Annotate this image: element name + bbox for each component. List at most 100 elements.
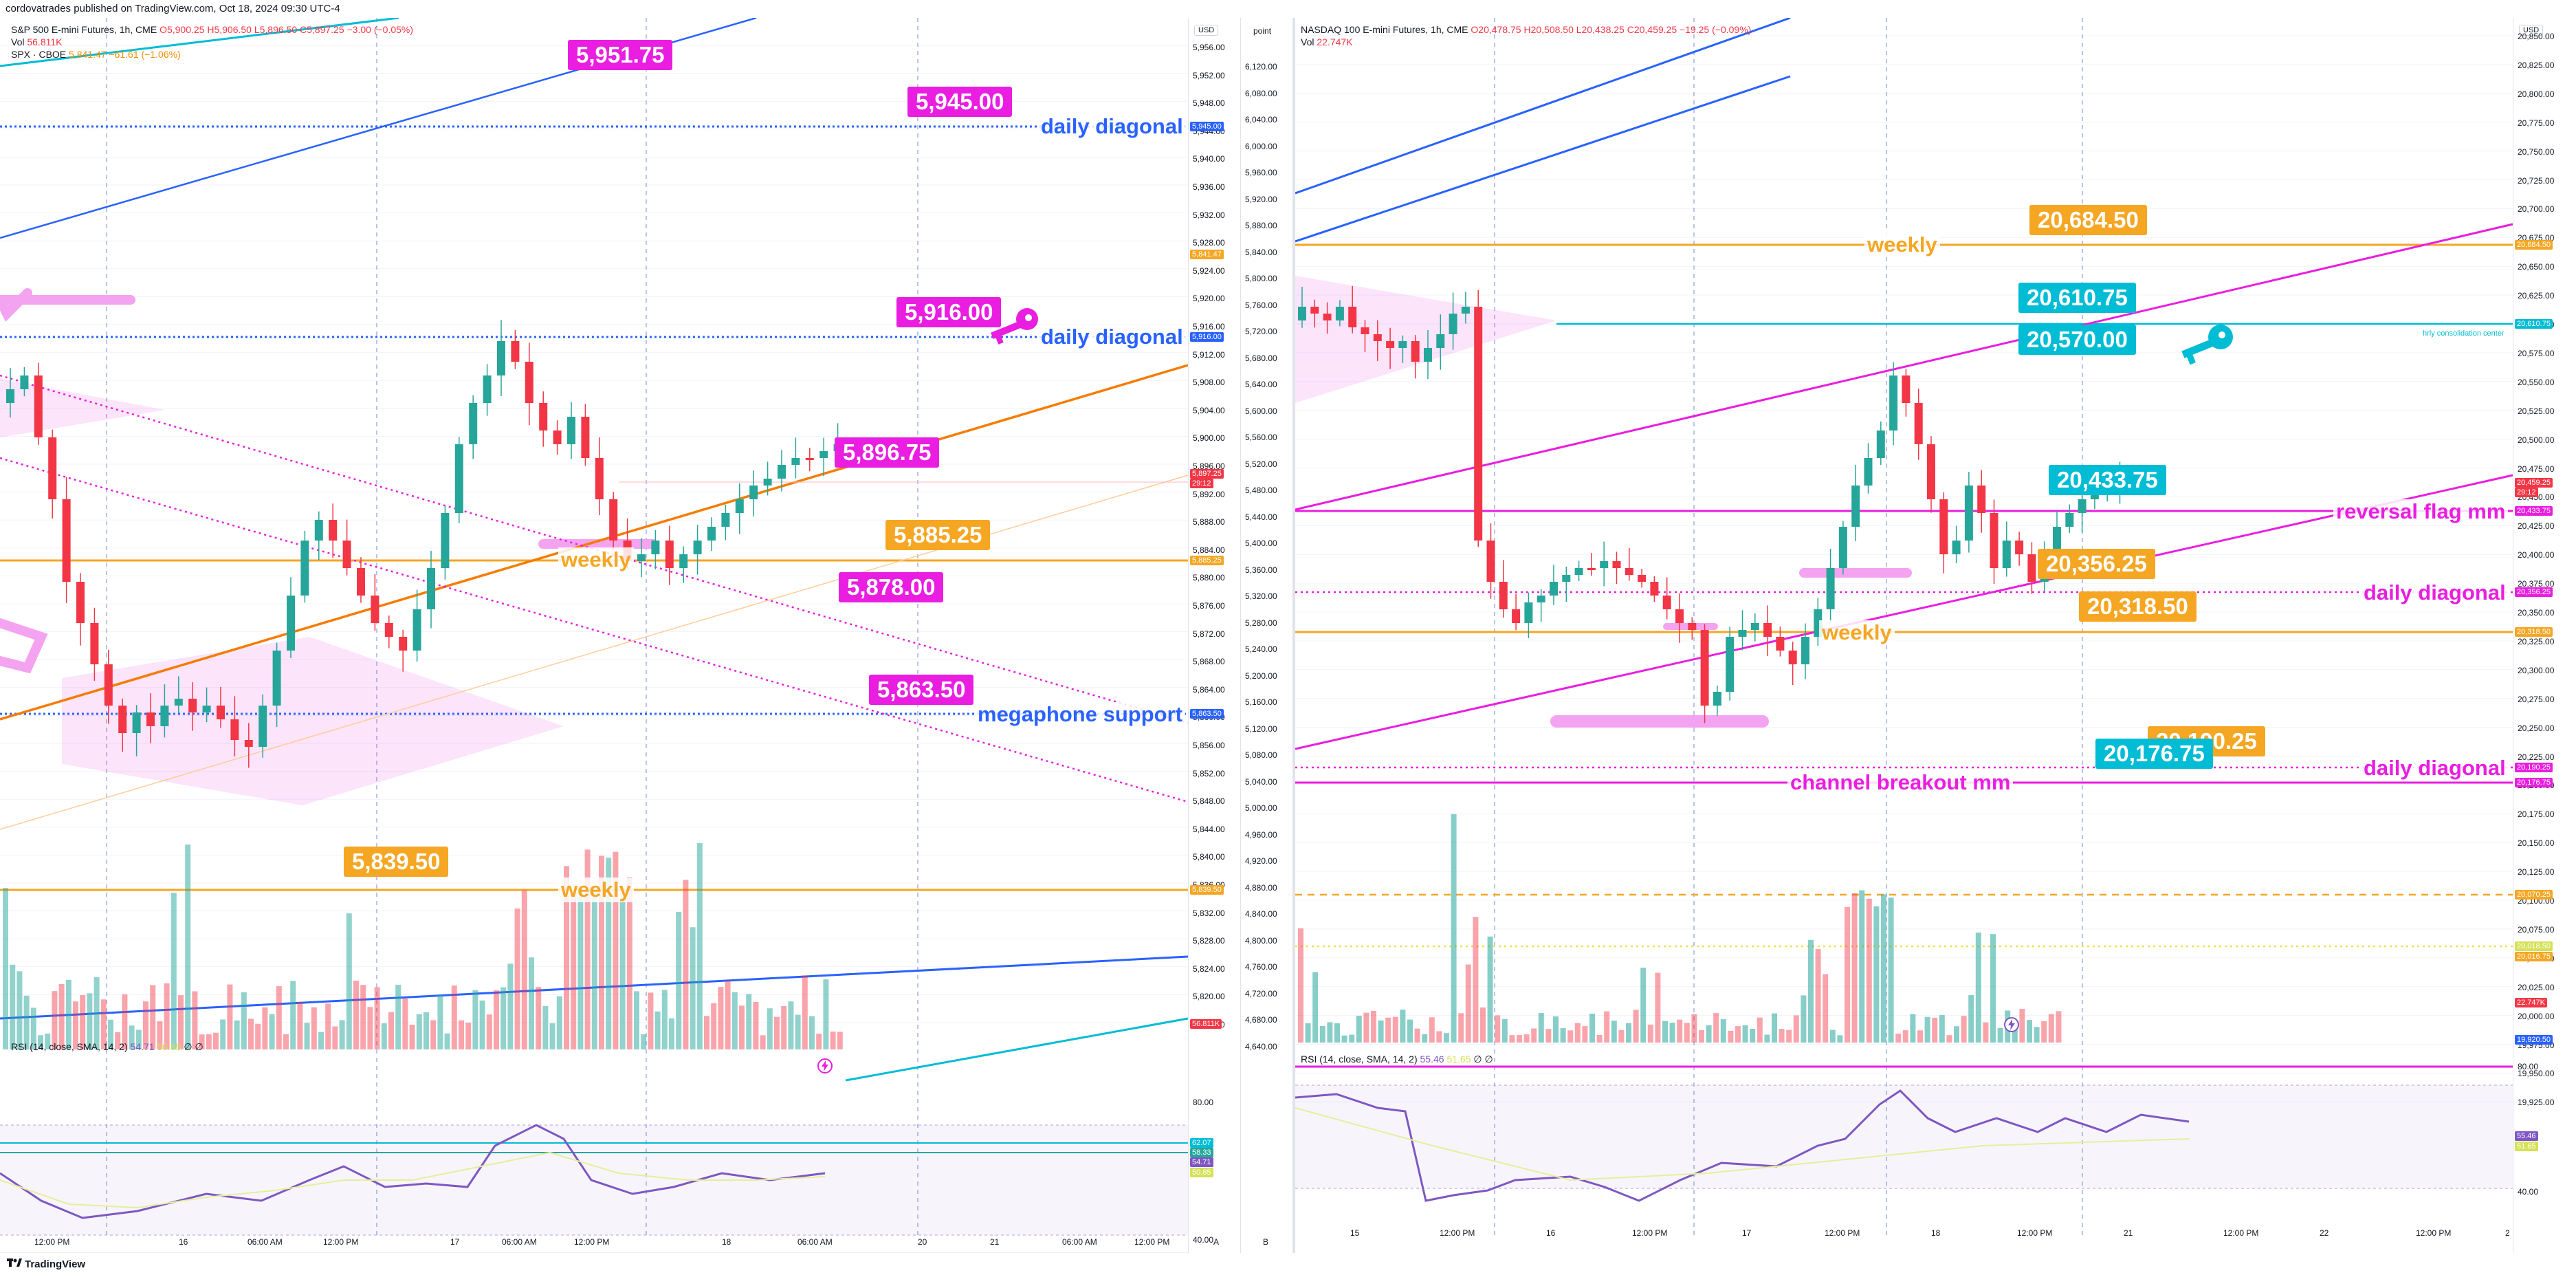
right-axis-price-tag: 20,356.25: [2515, 587, 2553, 597]
left-price-callout[interactable]: 5,878.00: [839, 572, 944, 602]
right-volume-bar: [1815, 949, 1821, 1043]
right-candle-body: [1864, 458, 1873, 486]
left-rsi-label[interactable]: RSI (14, close, SMA, 14, 2): [11, 1041, 128, 1052]
right-axis-price-tag: 20,070.25: [2515, 890, 2553, 900]
left-volume-bar: [16, 971, 23, 1049]
left-candle-body: [707, 527, 716, 541]
left-price-axis[interactable]: USD 5,956.005,952.005,948.005,944.005,94…: [1188, 18, 1241, 1253]
left-time-tick: 06:00 AM: [1062, 1237, 1097, 1247]
right-price-axis[interactable]: USD 20,850.00 20,825.00 20,800.00 20,775.00…: [2513, 18, 2576, 1253]
left-candle-body: [272, 651, 281, 706]
left-volume-bar: [746, 994, 752, 1049]
left-volume-bar: [465, 1023, 472, 1049]
right-candle-body: [1499, 582, 1508, 609]
left-axis-button-a[interactable]: A: [1213, 1237, 1220, 1247]
right-candle-body: [2065, 513, 2074, 527]
tradingview-brand[interactable]: TradingView: [25, 1258, 86, 1270]
left-candle-body: [384, 623, 393, 637]
right-volume-bar: [2019, 1009, 2025, 1043]
left-price-callout[interactable]: 5,896.75: [835, 437, 940, 468]
left-candle-body: [104, 664, 113, 706]
left-volume-bar: [185, 844, 191, 1049]
left-price-callout[interactable]: 5,885.25: [885, 520, 991, 550]
right-price-tick: 20,425.00: [2518, 521, 2555, 532]
right-rsi-label[interactable]: RSI (14, close, SMA, 14, 2): [1301, 1054, 1418, 1065]
left-time-tick: 06:00 AM: [797, 1237, 833, 1247]
left-time-tick: 12:00 PM: [34, 1237, 70, 1247]
left-volume-bar: [65, 979, 71, 1049]
right-price-tick: 20,350.00: [2518, 608, 2555, 618]
right-volume-bar: [1589, 1014, 1595, 1043]
right-time-tick: 12:00 PM: [1440, 1228, 1475, 1238]
right-axis-price-tag: 20,433.75: [2515, 506, 2553, 516]
right-volume-bar: [1545, 1029, 1552, 1043]
right-candle-body: [1424, 348, 1432, 362]
left-chart-pane[interactable]: S&P 500 E-mini Futures, 1h, CME O5,900.2…: [0, 18, 1292, 1253]
left-candle-body: [427, 568, 435, 609]
left-volume-bar: [725, 980, 731, 1049]
right-volume-bar: [1451, 814, 1457, 1043]
right-rsi-tick: 80.00: [2518, 1062, 2539, 1071]
right-time-tick: 22: [2320, 1228, 2329, 1238]
left-currency-button[interactable]: USD: [1194, 25, 1219, 36]
right-price-callout[interactable]: 20,610.75: [2018, 283, 2136, 313]
left-price-callout[interactable]: 5,916.00: [896, 297, 1002, 327]
right-symbol[interactable]: NASDAQ 100 E-mini Futures, 1h, CME: [1301, 24, 1468, 35]
left-price-callout[interactable]: 5,945.00: [907, 87, 1013, 117]
right-volume-bar: [1501, 1018, 1508, 1043]
right-alert-lightning-icon[interactable]: [2003, 1016, 2020, 1033]
right-candle-body: [1801, 637, 1809, 664]
left-chart-canvas[interactable]: [0, 18, 1292, 1253]
left-candle-body: [90, 623, 99, 664]
right-price-callout[interactable]: 20,318.50: [2079, 591, 2197, 622]
left-price-callout[interactable]: 5,863.50: [869, 675, 974, 705]
right-chart-canvas[interactable]: [1295, 18, 2576, 1253]
right-price-callout[interactable]: 20,176.75: [2095, 739, 2213, 769]
right-volume-bar: [1801, 995, 1807, 1043]
left-price-tick: 5,872.00: [1193, 629, 1225, 639]
left-price-callout[interactable]: 5,839.50: [344, 847, 449, 877]
right-candle-body: [1612, 561, 1621, 568]
left-volume-bar: [661, 990, 668, 1049]
right-volume-bar: [1341, 1035, 1347, 1043]
right-axis-price-tag: 20,190.25: [2515, 763, 2553, 772]
left-orange-trendline-faint: [0, 475, 1189, 830]
right-price-callout[interactable]: 20,433.75: [2049, 465, 2166, 495]
right-price-tick: 20,175.00: [2518, 809, 2555, 820]
left-compare-tick: 4,880.00: [1245, 882, 1277, 893]
left-price-tick: 5,904.00: [1193, 405, 1225, 415]
left-volume-bar: [444, 1033, 450, 1049]
right-candle-body: [1474, 307, 1483, 541]
left-symbol[interactable]: S&P 500 E-mini Futures, 1h, CME: [11, 24, 157, 35]
left-price-tick: 5,948.00: [1193, 98, 1225, 109]
left-candle-body: [791, 458, 800, 465]
left-spx-label[interactable]: SPX · CBOE: [11, 49, 67, 60]
right-volume-bar: [1713, 1013, 1719, 1043]
left-compare-tick: 4,640.00: [1245, 1041, 1277, 1051]
right-price-callout[interactable]: 20,684.50: [2029, 205, 2147, 235]
right-volume-bar: [1793, 1015, 1799, 1043]
right-candle-body: [1348, 307, 1357, 327]
left-volume-bar: [192, 991, 198, 1049]
left-axis-button-b[interactable]: B: [1263, 1237, 1269, 1247]
left-brush-mark: [0, 288, 135, 322]
left-compare-axis[interactable]: point 6,120.00 6,080.00 6,040.00 6,000.00 5,…: [1240, 18, 1292, 1253]
right-currency-button[interactable]: USD: [2519, 25, 2544, 36]
left-compare-tick: 6,120.00: [1245, 62, 1277, 72]
left-price-callout[interactable]: 5,951.75: [568, 40, 673, 70]
right-volume-bar: [1378, 1020, 1384, 1043]
right-price-callout[interactable]: 20,570.00: [2018, 325, 2136, 355]
right-volume-bar: [1560, 1028, 1566, 1043]
right-volume-bar: [1414, 1028, 1420, 1043]
left-compare-tick: 4,920.00: [1245, 856, 1277, 866]
right-chart-pane[interactable]: NASDAQ 100 E-mini Futures, 1h, CME O20,4…: [1295, 18, 2576, 1253]
right-price-callout[interactable]: 20,356.25: [2038, 549, 2155, 579]
pane-divider[interactable]: [1292, 18, 1295, 1253]
right-price-tick: 20,225.00: [2518, 752, 2555, 762]
right-annotation-label: weekly: [1819, 620, 1895, 645]
left-volume-bar: [367, 1007, 373, 1049]
left-volume-bar: [416, 1014, 422, 1049]
left-alert-lightning-icon[interactable]: [817, 1058, 833, 1074]
left-compare-tick: 4,960.00: [1245, 829, 1277, 840]
left-candle-body: [497, 341, 505, 375]
